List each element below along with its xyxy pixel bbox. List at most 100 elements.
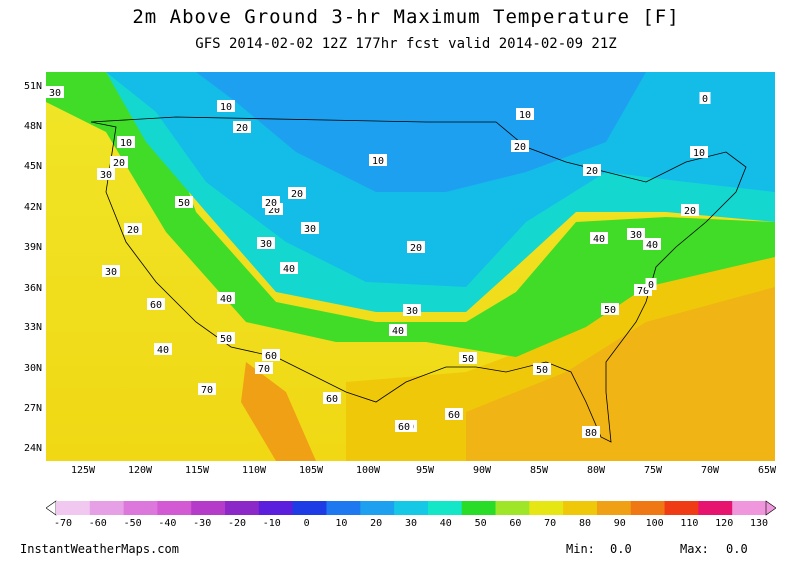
colorbar-segment <box>394 501 429 515</box>
longitude-label: 65W <box>757 465 777 476</box>
mild-band <box>46 72 775 357</box>
site-credit: InstantWeatherMaps.com <box>20 542 179 556</box>
colorbar-segment <box>56 501 91 515</box>
contour-label: 40 <box>154 343 172 356</box>
svg-text:30: 30 <box>105 267 117 278</box>
colorbar-segment <box>258 501 294 515</box>
longitude-label: 115W <box>184 465 210 476</box>
svg-text:30: 30 <box>100 170 112 181</box>
contour-label: 20 <box>124 223 142 236</box>
contour-label: 30 <box>257 237 275 250</box>
longitude-label: 120W <box>127 465 153 476</box>
contour-label: 40 <box>590 232 608 245</box>
svg-text:70: 70 <box>637 286 649 297</box>
temperature-map: 3010201001020102010203020202050302020303… <box>46 72 775 461</box>
colorbar-segment <box>630 501 666 515</box>
colorbar-segment <box>292 501 327 515</box>
colorbar-min-arrow <box>46 500 57 516</box>
svg-text:30: 30 <box>260 239 272 250</box>
svg-text:40: 40 <box>646 240 658 251</box>
svg-text:50: 50 <box>178 198 190 209</box>
contour-label: 20 <box>583 164 601 177</box>
colorbar-segment <box>664 501 699 515</box>
svg-text:60: 60 <box>448 410 460 421</box>
latitude-label: 42N <box>23 202 42 213</box>
svg-text:10: 10 <box>120 138 132 149</box>
contour-label: 60 <box>323 392 341 405</box>
svg-text:70: 70 <box>258 364 270 375</box>
svg-text:0: 0 <box>648 280 654 291</box>
svg-text:10: 10 <box>220 102 232 113</box>
contour-label: 60 <box>395 420 413 433</box>
svg-text:20: 20 <box>127 225 139 236</box>
colorbar-tick-label: 100 <box>645 518 664 529</box>
colorbar-tick-label: -10 <box>262 518 281 529</box>
contour-label: 10 <box>117 136 135 149</box>
contour-label: 20 <box>288 187 306 200</box>
longitude-label: 100W <box>355 465 381 476</box>
max-label: Max: <box>680 542 709 556</box>
contour-label: 20 <box>407 241 425 254</box>
latitude-label: 45N <box>23 161 42 172</box>
max-value: 0.0 <box>726 542 748 556</box>
svg-text:10: 10 <box>372 156 384 167</box>
contour-label: 50 <box>175 196 193 209</box>
colorbar-tick-label: -60 <box>88 518 107 529</box>
contour-label: 70 <box>198 383 216 396</box>
svg-text:20: 20 <box>265 198 277 209</box>
svg-text:60: 60 <box>265 351 277 362</box>
colorbar-segment <box>225 501 260 515</box>
svg-text:20: 20 <box>684 206 696 217</box>
longitude-label: 125W <box>70 465 96 476</box>
contour-label: 20 <box>511 140 529 153</box>
svg-text:20: 20 <box>410 243 422 254</box>
longitude-label: 90W <box>472 465 492 476</box>
contour-label: 40 <box>280 262 298 275</box>
svg-text:20: 20 <box>113 158 125 169</box>
colorbar-tick-label: 0 <box>303 518 310 529</box>
colorbar-tick-label: 60 <box>509 518 522 529</box>
contour-label: 30 <box>97 168 115 181</box>
contour-label: 30 <box>627 228 645 241</box>
contour-label: 30 <box>46 86 64 99</box>
svg-text:50: 50 <box>536 365 548 376</box>
colorbar-tick-label: -40 <box>158 518 177 529</box>
longitude-label: 105W <box>298 465 324 476</box>
map-subtitle: GFS 2014-02-02 12Z 177hr fcst valid 2014… <box>195 36 617 52</box>
colorbar-tick-label: -70 <box>53 518 73 529</box>
contour-label: 20 <box>233 121 251 134</box>
longitude-label: 85W <box>529 465 549 476</box>
contour-label: 20 <box>681 204 699 217</box>
colorbar-tick-label: 110 <box>680 518 699 529</box>
svg-text:10: 10 <box>693 148 705 159</box>
colorbar-segment <box>157 501 192 515</box>
svg-text:60: 60 <box>150 300 162 311</box>
contour-label: 60 <box>445 408 463 421</box>
latitude-label: 51N <box>23 81 42 92</box>
latitude-label: 24N <box>23 443 42 454</box>
contour-label: 60 <box>147 298 165 311</box>
us-outline <box>90 116 747 443</box>
map-title: 2m Above Ground 3-hr Maximum Temperature… <box>132 6 680 28</box>
latitude-label: 30N <box>23 363 42 374</box>
colorbar-segment <box>596 501 632 515</box>
contour-label: 10 <box>516 108 534 121</box>
colorbar-segment <box>326 501 361 515</box>
mexico-hot-zone <box>241 362 316 461</box>
contour-label: 30 <box>301 222 319 235</box>
colorbar-tick-label: 80 <box>578 518 592 529</box>
svg-text:50: 50 <box>604 305 616 316</box>
colorbar-segment <box>427 501 463 515</box>
colorbar-tick-label: 130 <box>749 518 769 529</box>
contour-label: 50 <box>459 352 477 365</box>
svg-text:10: 10 <box>519 110 531 121</box>
colorbar-tick-label: 30 <box>404 518 418 529</box>
longitude-label: 95W <box>415 465 435 476</box>
contour-label: 50 <box>601 303 619 316</box>
svg-text:30: 30 <box>630 230 642 241</box>
svg-text:20: 20 <box>291 189 303 200</box>
svg-text:80: 80 <box>585 428 597 439</box>
colorbar-tick-label: 10 <box>335 518 348 529</box>
colorbar-segment <box>732 501 767 515</box>
coldest-core <box>196 72 646 192</box>
